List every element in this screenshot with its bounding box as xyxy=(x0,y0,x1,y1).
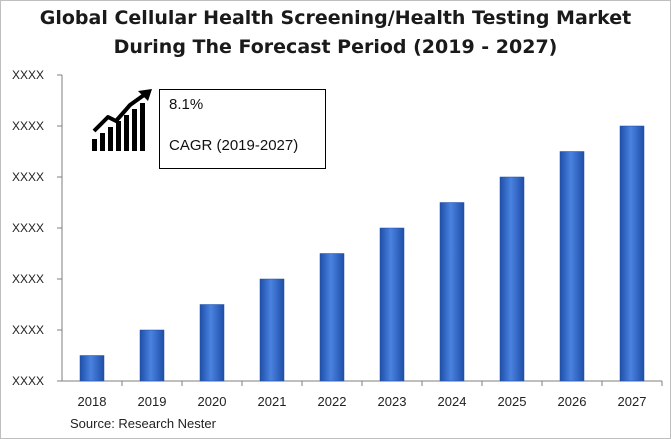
cagr-box: 8.1% CAGR (2019-2027) xyxy=(159,89,326,169)
growth-chart-icon xyxy=(92,89,152,151)
source-note: Source: Research Nester xyxy=(70,416,216,431)
cagr-label: CAGR (2019-2027) xyxy=(169,137,299,154)
bar-2025 xyxy=(499,176,525,382)
x-tick-label: 2018 xyxy=(78,394,107,409)
y-tick-label: XXXX xyxy=(12,119,44,133)
bar-2018 xyxy=(79,355,105,382)
cagr-value: 8.1% xyxy=(169,96,204,113)
chart-title: Global Cellular Health Screening/Health … xyxy=(0,4,671,62)
bar-2027 xyxy=(619,125,645,382)
x-tick-label: 2026 xyxy=(558,394,587,409)
bar-2021 xyxy=(259,278,285,382)
x-tick-label: 2025 xyxy=(498,394,527,409)
x-tick-label: 2019 xyxy=(138,394,167,409)
chart-title-line-2: During The Forecast Period (2019 - 2027) xyxy=(113,36,558,58)
bar-2022 xyxy=(319,253,345,382)
bar-2019 xyxy=(139,329,165,382)
chart-title-line-1: Global Cellular Health Screening/Health … xyxy=(39,7,632,29)
x-tick-label: 2022 xyxy=(318,394,347,409)
y-tick-label: XXXX xyxy=(12,374,44,388)
x-tick-label: 2020 xyxy=(198,394,227,409)
y-tick-label: XXXX xyxy=(12,68,44,82)
bar-2023 xyxy=(379,227,405,382)
x-tick-label: 2024 xyxy=(438,394,467,409)
y-tick-label: XXXX xyxy=(12,221,44,235)
bar-2026 xyxy=(559,151,585,382)
x-tick-label: 2021 xyxy=(258,394,287,409)
y-tick-label: XXXX xyxy=(12,170,44,184)
y-tick-label: XXXX xyxy=(12,323,44,337)
x-tick-label: 2027 xyxy=(618,394,647,409)
y-tick-label: XXXX xyxy=(12,272,44,286)
x-tick-label: 2023 xyxy=(378,394,407,409)
bar-2024 xyxy=(439,202,465,382)
bar-2020 xyxy=(199,304,225,382)
